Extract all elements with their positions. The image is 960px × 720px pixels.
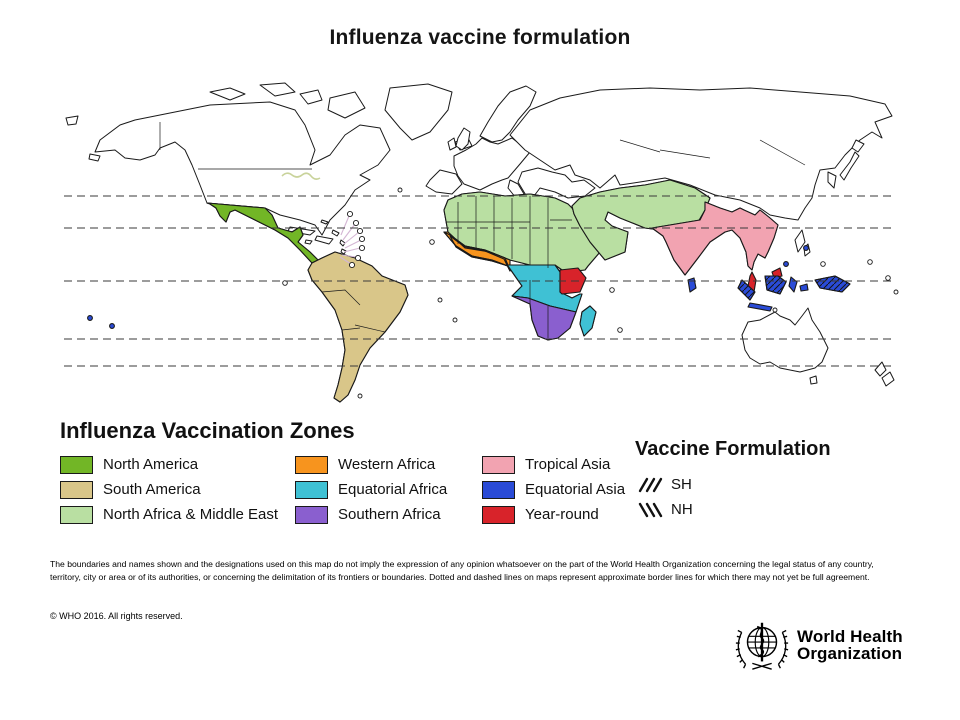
legend-swatch xyxy=(60,480,93,499)
who-logo-line1: World Health xyxy=(797,626,903,646)
legend-item-north_africa_middle_east: North Africa & Middle East xyxy=(60,502,295,527)
formulation-legend-heading: Vaccine Formulation xyxy=(635,438,831,460)
world-map-svg xyxy=(64,82,899,403)
legend-label: North America xyxy=(103,456,199,473)
copyright-text: © WHO 2016. All rights reserved. xyxy=(50,611,183,621)
legend-label: North Africa & Middle East xyxy=(103,506,279,523)
great-lakes xyxy=(281,172,321,180)
who-logo: World Health Organization xyxy=(733,615,913,675)
formulation-item-sh: SH xyxy=(637,472,693,497)
legend-item-equatorial_asia: Equatorial Asia xyxy=(482,477,657,502)
legend-swatch xyxy=(295,480,328,499)
hatch-sh-icon xyxy=(637,477,663,493)
region-north-america-mainland xyxy=(94,101,391,236)
formulation-label: NH xyxy=(671,501,693,518)
legend-label: Tropical Asia xyxy=(525,456,611,473)
legend-item-equatorial_africa: Equatorial Africa xyxy=(295,477,482,502)
vaccination-zones xyxy=(87,179,851,403)
legend-swatch xyxy=(60,505,93,524)
world-map xyxy=(60,80,900,410)
legend-item-south_america: South America xyxy=(60,477,295,502)
who-emblem-icon xyxy=(735,622,789,670)
formulation-label: SH xyxy=(671,476,692,493)
zone-sri-lanka xyxy=(687,277,697,293)
country-borders xyxy=(159,122,806,338)
formulation-legend-items: SH NH xyxy=(637,472,693,522)
legend-label: Equatorial Asia xyxy=(525,481,626,498)
page-title: Influenza vaccine formulation xyxy=(329,26,631,49)
legend-swatch xyxy=(482,480,515,499)
zones-legend-heading: Influenza Vaccination Zones xyxy=(60,418,355,443)
legend-item-southern_africa: Southern Africa xyxy=(295,502,482,527)
hatch-nh-icon xyxy=(637,502,663,518)
legend-label: Western Africa xyxy=(338,456,436,473)
formulation-item-nh: NH xyxy=(637,497,693,522)
legend-swatch xyxy=(295,455,328,474)
legend-label: Year-round xyxy=(525,506,599,523)
region-greenland xyxy=(384,83,453,141)
zone-equatorial-asia xyxy=(87,245,851,329)
legend-swatch xyxy=(482,505,515,524)
who-logo-text: World Health Organization xyxy=(797,626,903,663)
island-dots xyxy=(282,187,899,399)
legend-item-year_round: Year-round xyxy=(482,502,657,527)
legend-item-western_africa: Western Africa xyxy=(295,452,482,477)
legend-swatch xyxy=(482,455,515,474)
legend-label: South America xyxy=(103,481,201,498)
who-logo-line2: Organization xyxy=(797,644,903,663)
caribbean-leader-lines xyxy=(339,210,366,269)
legend-swatch xyxy=(295,505,328,524)
legend-label: Equatorial Africa xyxy=(338,481,448,498)
latitude-lines xyxy=(64,195,896,367)
region-australia xyxy=(741,307,829,373)
zones-legend-items: North America South America North Africa &… xyxy=(60,452,657,527)
legend-item-north_america: North America xyxy=(60,452,295,477)
region-eurasia xyxy=(509,87,893,221)
legend-swatch xyxy=(60,455,93,474)
legend-item-tropical_asia: Tropical Asia xyxy=(482,452,657,477)
landmasses xyxy=(65,82,895,387)
disclaimer-text: The boundaries and names shown and the d… xyxy=(50,559,874,583)
legend-label: Southern Africa xyxy=(338,506,441,523)
